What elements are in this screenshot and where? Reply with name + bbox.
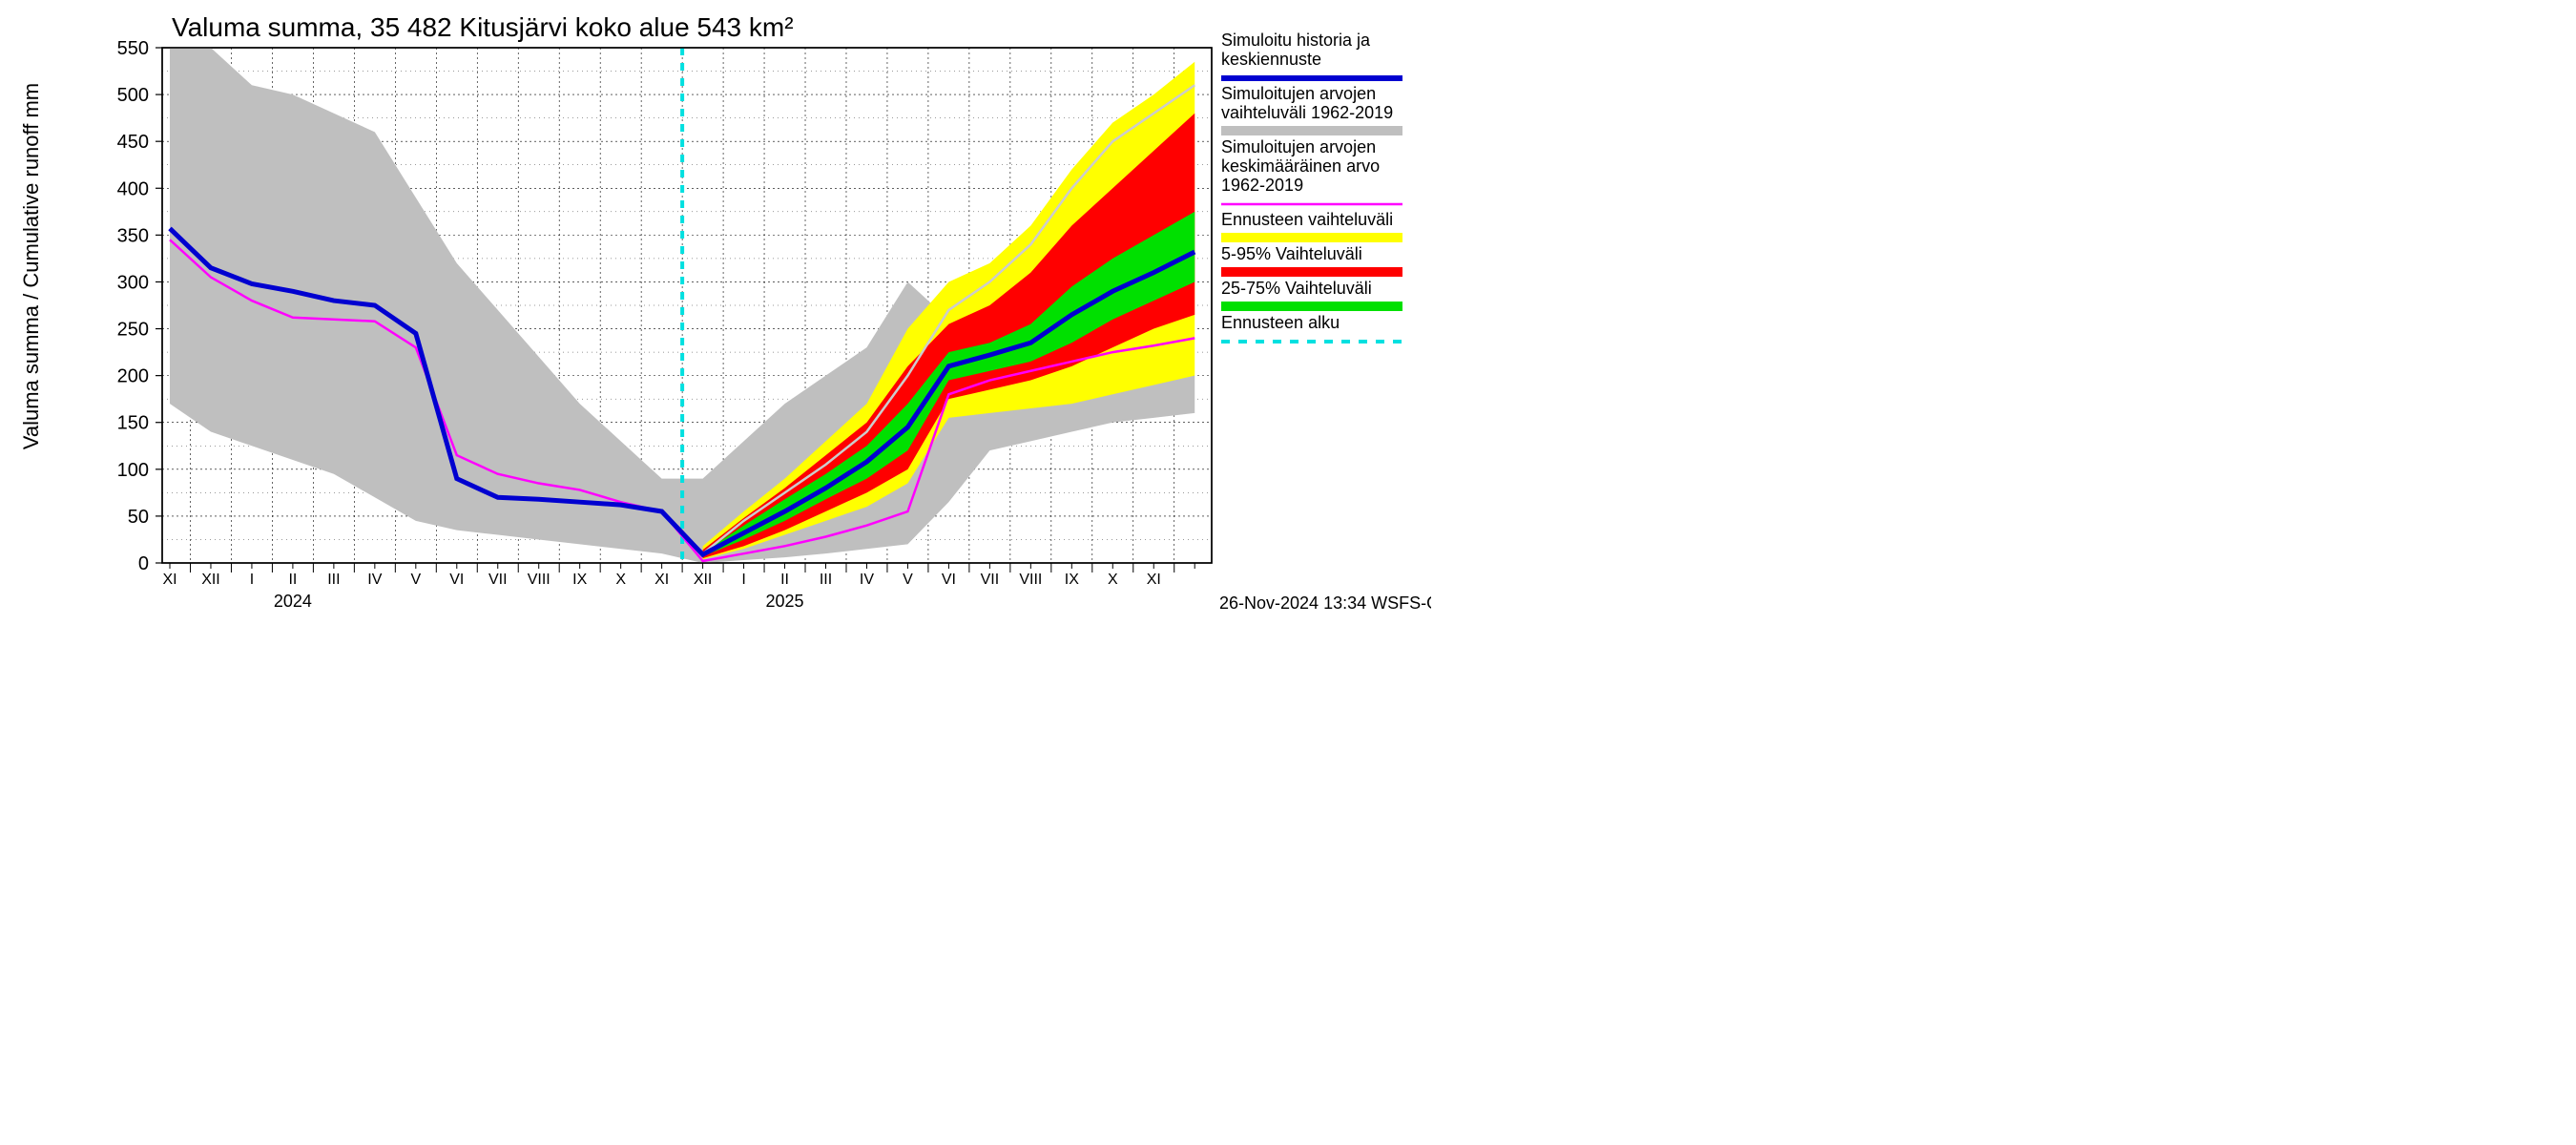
legend-swatch-band [1221,126,1402,135]
month-label: IV [860,572,874,588]
y-axis-label: Valuma summa / Cumulative runoff mm [19,83,43,449]
legend-label: 5-95% Vaihteluväli [1221,244,1362,263]
legend-label: Ennusteen vaihteluväli [1221,210,1393,229]
ytick-label: 0 [138,553,149,574]
legend-label: vaihteluväli 1962-2019 [1221,103,1393,122]
chart-title: Valuma summa, 35 482 Kitusjärvi koko alu… [172,12,794,42]
month-label: VIII [1019,572,1042,588]
month-label: IX [1065,572,1079,588]
legend-swatch-band [1221,302,1402,311]
month-label: X [1108,572,1118,588]
cumulative-runoff-chart: 050100150200250300350400450500550XIXIIII… [0,0,1431,636]
legend-label: keskiennuste [1221,50,1321,69]
year-label: 2025 [766,592,804,611]
chart-footer: 26-Nov-2024 13:34 WSFS-O [1219,593,1431,613]
month-label: II [780,572,789,588]
legend-label: Simuloitujen arvojen [1221,137,1376,156]
month-label: III [820,572,832,588]
month-label: I [250,572,254,588]
legend-label: Simuloitu historia ja [1221,31,1371,50]
year-label: 2024 [274,592,312,611]
month-label: X [615,572,626,588]
legend-label: keskimääräinen arvo [1221,156,1380,176]
legend-label: 1962-2019 [1221,176,1303,195]
ytick-label: 150 [117,413,149,434]
ytick-label: 300 [117,272,149,293]
month-label: VII [981,572,1000,588]
month-label: V [903,572,913,588]
legend-label: Simuloitujen arvojen [1221,84,1376,103]
month-label: IX [572,572,587,588]
month-label: II [288,572,297,588]
month-label: VI [942,572,956,588]
month-label: I [741,572,745,588]
month-label: IV [367,572,382,588]
month-label: XI [162,572,177,588]
ytick-label: 100 [117,460,149,481]
ytick-label: 450 [117,132,149,153]
legend-swatch-band [1221,267,1402,277]
ytick-label: 200 [117,366,149,387]
legend-swatch-band [1221,233,1402,242]
month-label: VII [488,572,508,588]
legend-label: 25-75% Vaihteluväli [1221,279,1372,298]
ytick-label: 50 [128,507,149,528]
legend-label: Ennusteen alku [1221,313,1340,332]
ytick-label: 500 [117,85,149,106]
month-label: VI [449,572,464,588]
month-label: XI [654,572,669,588]
month-label: XII [694,572,713,588]
month-label: III [327,572,340,588]
month-label: VIII [528,572,551,588]
ytick-label: 550 [117,38,149,59]
month-label: V [410,572,421,588]
ytick-label: 400 [117,178,149,199]
month-label: XI [1147,572,1161,588]
ytick-label: 350 [117,225,149,246]
ytick-label: 250 [117,320,149,341]
month-label: XII [201,572,220,588]
